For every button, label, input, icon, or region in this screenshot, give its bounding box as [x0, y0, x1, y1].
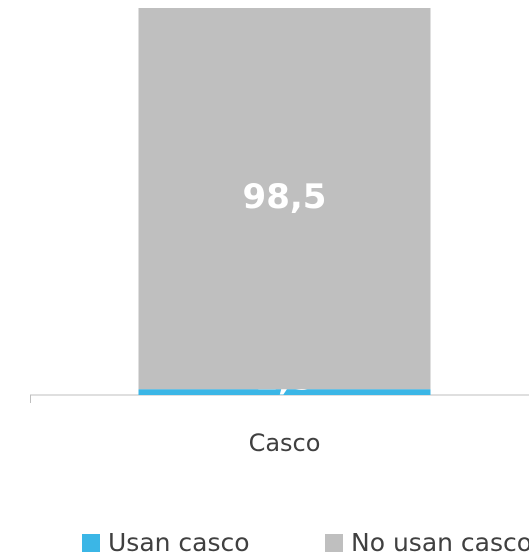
legend-swatch: [82, 534, 100, 552]
bar-segment: [138, 8, 431, 390]
bar-segment: [138, 389, 431, 395]
data-label: 98,5: [243, 177, 327, 217]
legend-label: Usan casco: [108, 528, 250, 557]
legend-label: No usan casco: [351, 528, 529, 557]
legend-swatch: [325, 534, 343, 552]
x-tick-label: Casco: [249, 429, 321, 457]
